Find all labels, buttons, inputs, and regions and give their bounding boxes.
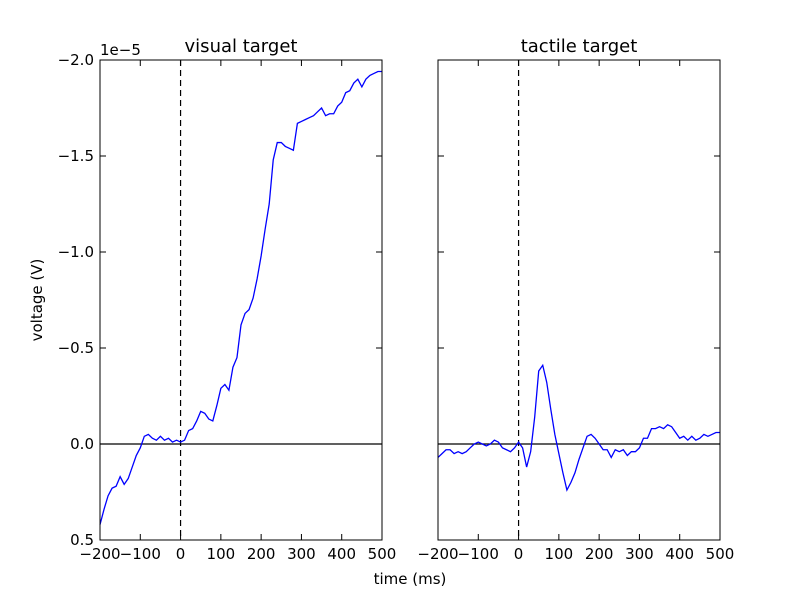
x-tick-label: 400: [665, 545, 694, 563]
x-tick-label: −200: [79, 545, 120, 563]
x-tick-label: 0: [514, 545, 524, 563]
y-tick-label: −1.5: [58, 147, 94, 165]
panel-visual-target: −200 −100 0 100 200 300 400 500 −2.0 −1.5 −1.0 −0.5…: [58, 36, 397, 563]
panel-title: tactile target: [521, 36, 638, 57]
x-tick-label: 300: [287, 545, 316, 563]
series-line-0: [437, 363, 720, 492]
x-tick-label: −100: [120, 545, 161, 563]
y-tick-label: 0.5: [70, 531, 94, 549]
axes-frame: [437, 59, 721, 541]
x-tick-label: 300: [625, 545, 654, 563]
y-tick-label: −1.0: [58, 243, 94, 261]
shared-x-axis-label: time (ms): [374, 570, 447, 588]
shared-y-axis-label: voltage (V): [28, 259, 46, 342]
y-tick-label: 0.0: [70, 435, 94, 453]
panel-title: visual target: [185, 36, 298, 57]
x-tick-label: −200: [417, 545, 458, 563]
x-tick-label: 500: [368, 545, 397, 563]
x-tick-label: 400: [327, 545, 356, 563]
x-tick-label: 200: [585, 545, 614, 563]
y-tick-label: −0.5: [58, 339, 94, 357]
y-tick-label: −2.0: [58, 51, 94, 69]
y-offset-label: 1e−5: [100, 41, 141, 59]
panel-tactile-target: −200 −100 0 100 200 300 400 500 tactile target: [417, 36, 734, 563]
x-tick-label: 200: [247, 545, 276, 563]
x-tick-label: 0: [176, 545, 186, 563]
series-line-0: [99, 70, 382, 525]
axes-frame: [99, 59, 383, 541]
x-tick-label: −100: [458, 545, 499, 563]
x-tick-label: 100: [545, 545, 574, 563]
x-tick-label: 100: [207, 545, 236, 563]
x-tick-label: 500: [706, 545, 735, 563]
